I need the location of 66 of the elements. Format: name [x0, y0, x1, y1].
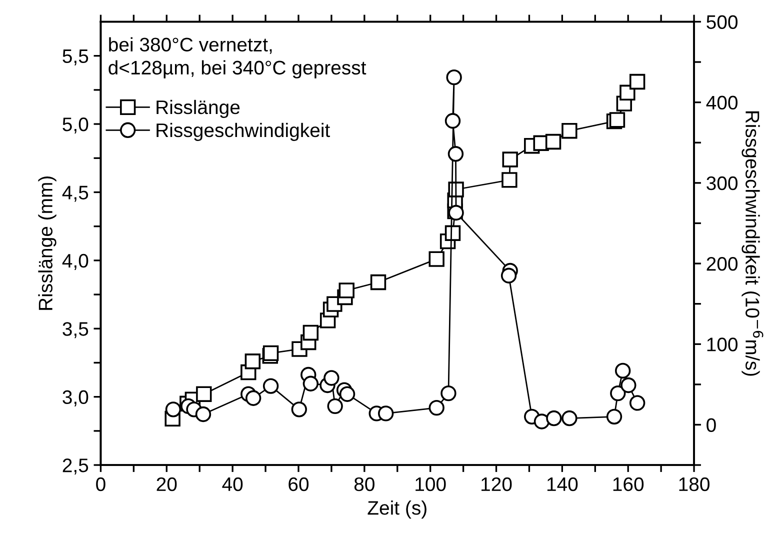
y-tick-label: 4,0	[62, 254, 88, 270]
point	[262, 345, 279, 362]
point	[562, 410, 578, 426]
x-tick-label: 0	[96, 477, 106, 492]
point	[291, 402, 307, 418]
y-tick-label: 3,5	[62, 322, 88, 338]
point	[196, 386, 212, 402]
point	[448, 146, 464, 162]
point	[302, 376, 319, 392]
y-tick-label: 2,5	[62, 458, 88, 475]
annotation: bei 380°C vernetzt, d<128µm, bei 340°C gepresst	[108, 37, 366, 78]
point	[327, 398, 343, 414]
point	[440, 385, 456, 402]
point	[338, 282, 354, 298]
point	[610, 385, 626, 402]
y-tick-label: 4,5	[62, 186, 88, 202]
point	[502, 152, 518, 168]
y-tick-label: 5,5	[62, 49, 88, 66]
x-tick-label: 120	[482, 477, 512, 492]
point	[534, 414, 550, 430]
y2-tick-label: 100	[707, 338, 738, 352]
point	[444, 113, 461, 129]
point	[378, 406, 394, 422]
point	[502, 172, 518, 188]
point	[339, 386, 356, 402]
y-axis-title: Risslänge (mm)	[38, 176, 56, 310]
y2-tick-label: 400	[706, 96, 738, 110]
point	[629, 395, 646, 411]
point	[428, 400, 444, 416]
y2-tick-label: 0	[706, 418, 716, 432]
y2-axis-title: Rissgeschwindigkeit (10$^{−6}$m/s)	[742, 111, 764, 376]
point	[302, 324, 319, 341]
point	[370, 274, 386, 290]
point	[500, 268, 517, 284]
y2-tick-label: 500	[706, 15, 738, 29]
y2-tick-label: 200	[706, 256, 738, 271]
point	[446, 69, 462, 86]
point	[428, 251, 444, 267]
point	[324, 370, 340, 386]
point	[562, 122, 578, 139]
y2-tick-label: 300	[706, 176, 738, 190]
point	[620, 377, 636, 394]
point	[609, 112, 626, 128]
x-axis-title: Zeit (s)	[368, 500, 426, 519]
x-tick-label: 60	[288, 477, 309, 492]
point	[245, 390, 262, 406]
y-tick-label: 3,0	[62, 390, 88, 406]
x-tick-label: 20	[156, 477, 177, 492]
point	[165, 402, 182, 418]
point	[244, 354, 261, 370]
legend-label: Rissgeschwindigkeit	[156, 122, 330, 141]
point	[606, 408, 622, 425]
x-tick-label: 40	[222, 477, 243, 492]
point	[195, 406, 212, 422]
x-tick-label: 180	[679, 477, 710, 492]
point	[262, 378, 279, 394]
x-tick-label: 160	[613, 477, 644, 492]
x-tick-label: 100	[416, 477, 446, 492]
x-tick-label: 80	[354, 477, 374, 492]
x-tick-label: 140	[547, 477, 578, 492]
point	[629, 74, 646, 90]
point	[614, 362, 631, 379]
point	[546, 410, 562, 426]
legend-label: Risslänge	[156, 100, 240, 118]
y-tick-label: 5,0	[62, 117, 88, 134]
point	[545, 134, 562, 150]
